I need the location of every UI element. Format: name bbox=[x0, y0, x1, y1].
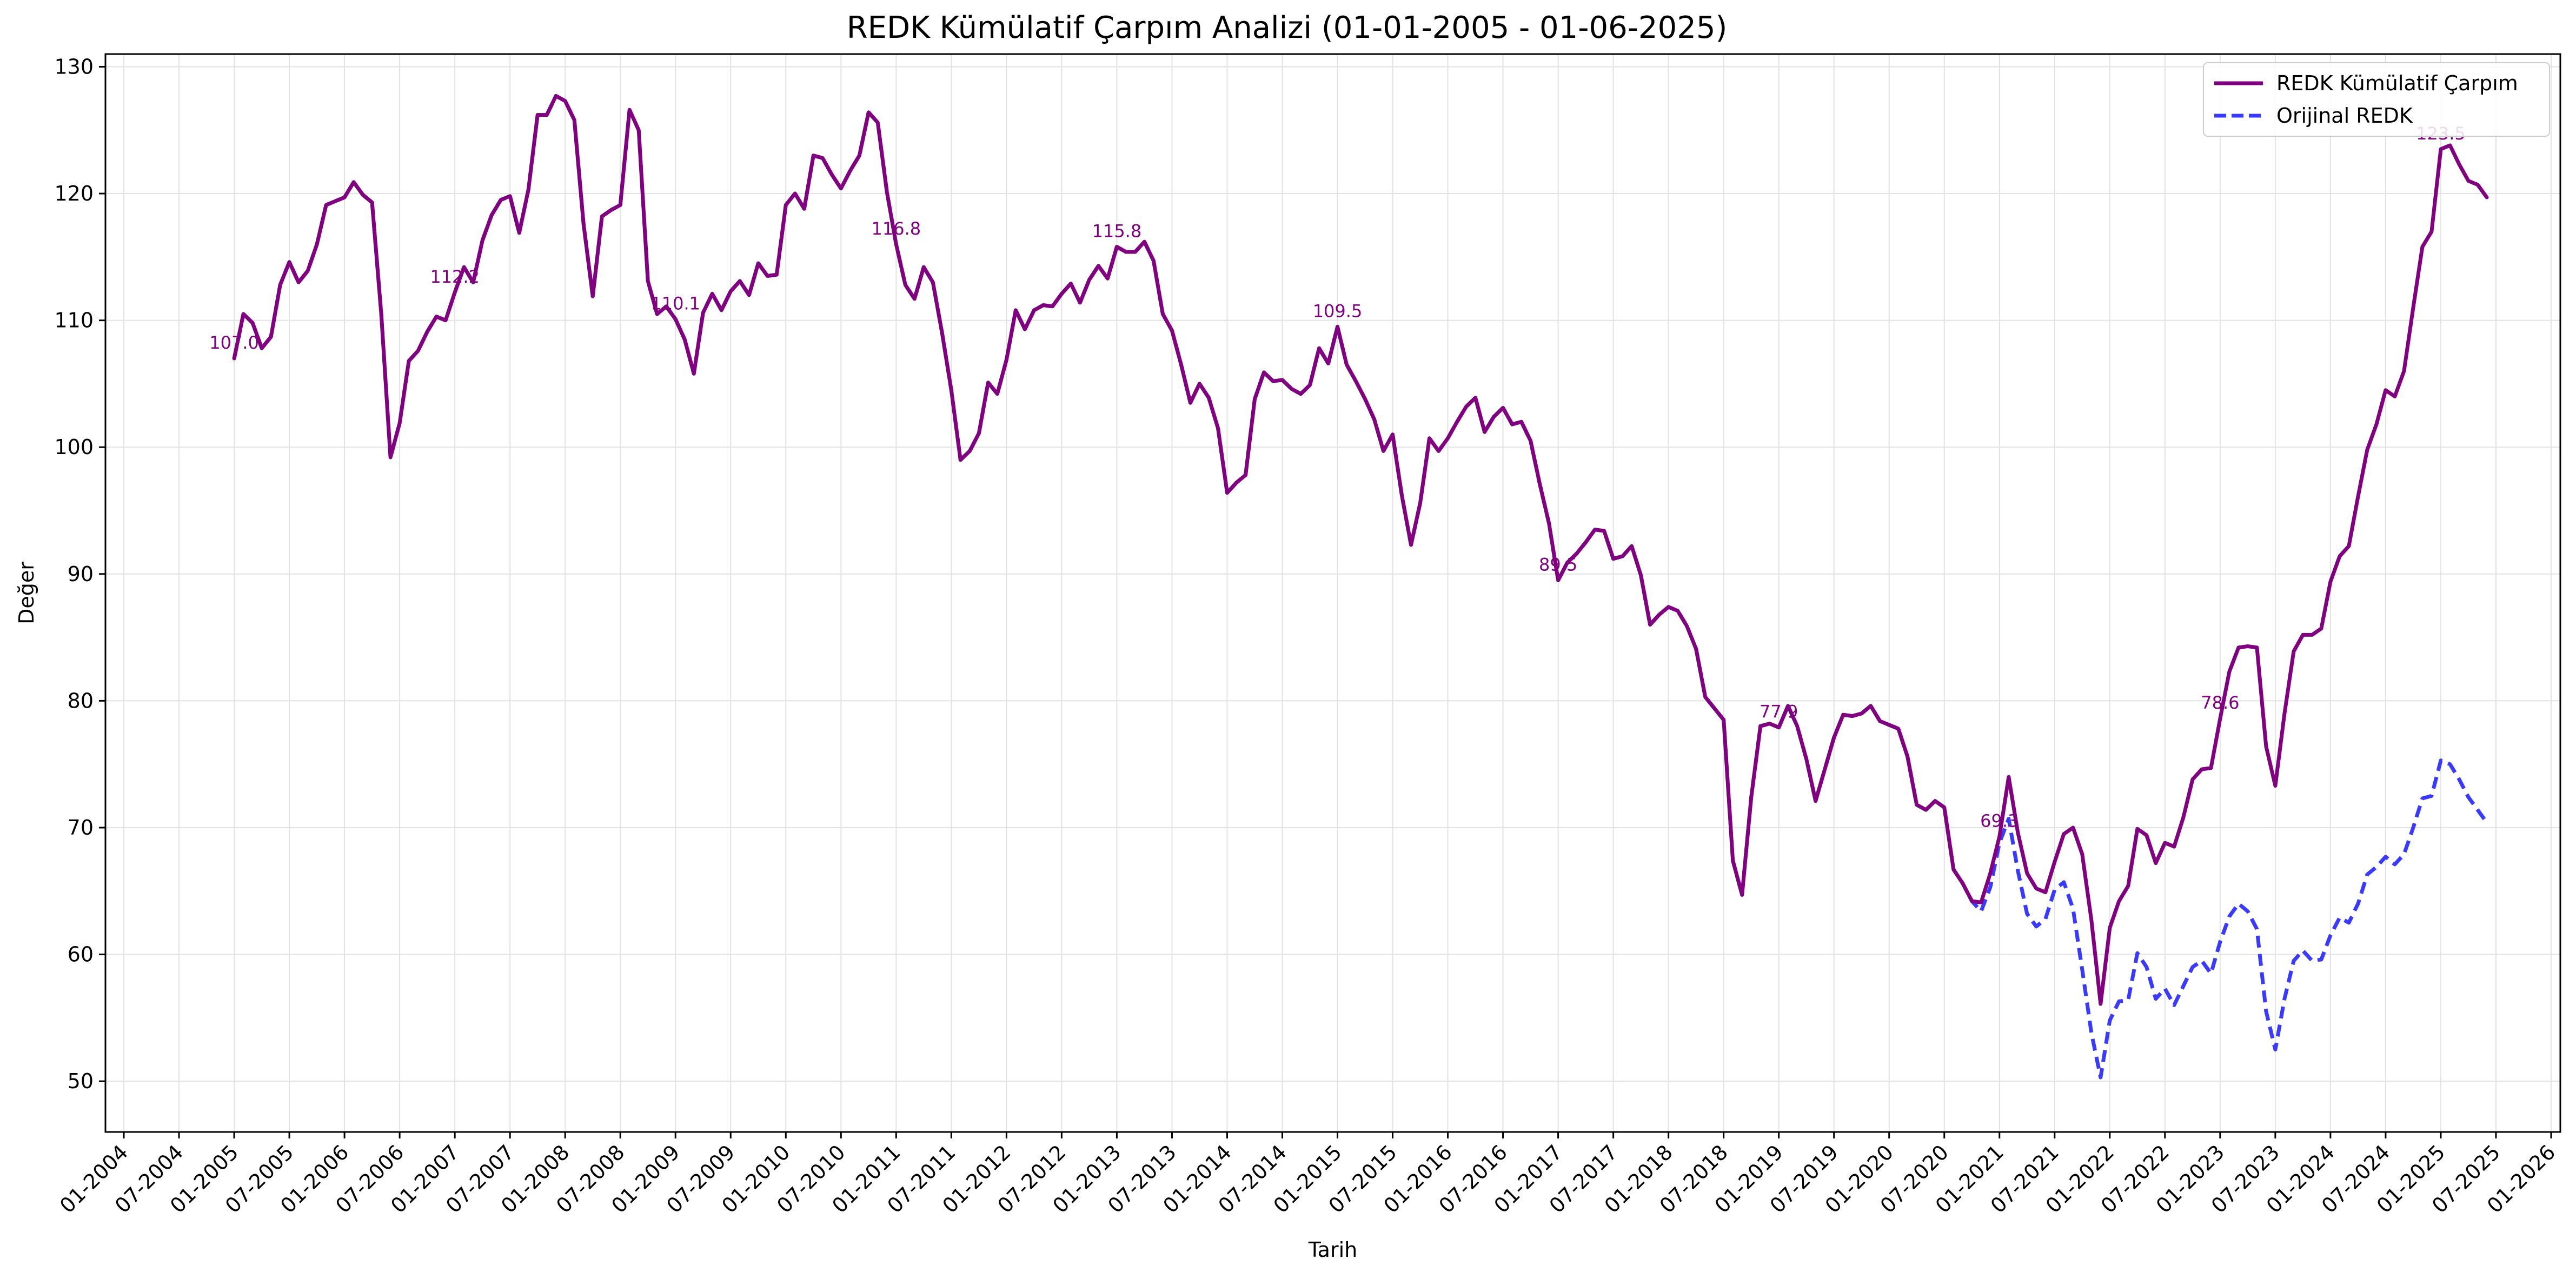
y-axis: 50 60 70 80 90 100 110 120 130 bbox=[54, 55, 105, 1093]
chart-title: REDK Kümülatif Çarpım Analizi (01-01-200… bbox=[847, 10, 1728, 45]
data-annotation: 110.1 bbox=[650, 293, 700, 314]
data-annotation: 69.3 bbox=[1980, 810, 2019, 831]
series-line-cumulative bbox=[232, 94, 2489, 1006]
data-annotation: 115.8 bbox=[1092, 221, 1142, 242]
y-axis-title: Değer bbox=[15, 562, 38, 624]
legend: REDK Kümülatif Çarpım Orijinal REDK bbox=[2203, 62, 2550, 137]
y-tick-label: 90 bbox=[68, 562, 94, 586]
series-layer bbox=[232, 94, 2489, 1080]
x-axis-title: Tarih bbox=[1308, 1238, 1357, 1262]
plot-frame bbox=[104, 53, 2561, 1133]
y-tick-label: 60 bbox=[68, 943, 94, 967]
data-annotation: 78.6 bbox=[2201, 692, 2239, 713]
y-tick-label: 50 bbox=[68, 1069, 94, 1093]
y-tick-label: 120 bbox=[54, 182, 94, 205]
data-annotation: 112.2 bbox=[430, 267, 480, 287]
y-tick-label: 100 bbox=[54, 435, 94, 459]
y-tick-label: 80 bbox=[68, 689, 94, 712]
data-annotation: 77.9 bbox=[1760, 702, 1798, 722]
y-tick-label: 70 bbox=[68, 816, 94, 840]
grid-lines bbox=[105, 54, 2560, 1132]
annotation-layer: 107.0 112.2 110.1 116.8 115.8 109.5 89.5 77.9 69… bbox=[209, 123, 2466, 831]
data-annotation: 107.0 bbox=[209, 332, 259, 353]
data-annotation: 89.5 bbox=[1539, 555, 1577, 575]
legend-label-original: Orijinal REDK bbox=[2276, 104, 2413, 128]
data-annotation: 109.5 bbox=[1313, 301, 1363, 321]
legend-box bbox=[2203, 62, 2550, 137]
data-annotation: 116.8 bbox=[872, 218, 921, 239]
y-tick-label: 130 bbox=[54, 55, 94, 78]
y-tick-label: 110 bbox=[54, 309, 94, 332]
legend-label-cumulative: REDK Kümülatif Çarpım bbox=[2276, 71, 2518, 95]
